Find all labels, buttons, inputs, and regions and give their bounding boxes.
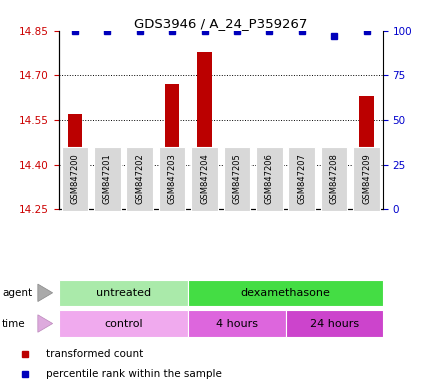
Bar (100, 170, 115, 209)
FancyBboxPatch shape (59, 280, 188, 306)
FancyBboxPatch shape (256, 147, 282, 210)
Text: 4 hours: 4 hours (215, 318, 257, 329)
Title: GDS3946 / A_24_P359267: GDS3946 / A_24_P359267 (134, 17, 307, 30)
Text: dexamethasone: dexamethasone (240, 288, 330, 298)
FancyBboxPatch shape (62, 147, 88, 210)
FancyBboxPatch shape (158, 147, 185, 210)
Text: GSM847203: GSM847203 (167, 153, 176, 204)
Text: transformed count: transformed count (46, 349, 143, 359)
FancyBboxPatch shape (191, 147, 217, 210)
Bar (197, 51, 211, 209)
Text: agent: agent (2, 288, 32, 298)
FancyBboxPatch shape (223, 147, 250, 210)
Bar (326, 177, 341, 209)
Text: GSM847205: GSM847205 (232, 153, 241, 204)
Text: percentile rank within the sample: percentile rank within the sample (46, 369, 222, 379)
FancyBboxPatch shape (59, 310, 188, 337)
FancyBboxPatch shape (188, 280, 382, 306)
Text: GSM847209: GSM847209 (361, 153, 370, 204)
Text: GSM847202: GSM847202 (135, 153, 144, 204)
Text: GSM847206: GSM847206 (264, 153, 273, 204)
FancyBboxPatch shape (320, 147, 347, 210)
Bar (229, 156, 244, 209)
Text: untreated: untreated (96, 288, 151, 298)
Text: 24 hours: 24 hours (309, 318, 358, 329)
FancyBboxPatch shape (288, 147, 314, 210)
Bar (261, 147, 276, 209)
FancyBboxPatch shape (126, 147, 153, 210)
Text: GSM847208: GSM847208 (329, 153, 338, 204)
Text: GSM847204: GSM847204 (200, 153, 209, 204)
FancyBboxPatch shape (188, 310, 285, 337)
Text: GSM847200: GSM847200 (70, 153, 79, 204)
Text: GSM847207: GSM847207 (296, 153, 306, 204)
Text: control: control (104, 318, 142, 329)
Text: time: time (2, 318, 26, 329)
Bar (358, 96, 373, 209)
Polygon shape (38, 284, 53, 301)
FancyBboxPatch shape (285, 310, 382, 337)
FancyBboxPatch shape (94, 147, 120, 210)
Bar (132, 147, 147, 209)
Text: GSM847201: GSM847201 (102, 153, 112, 204)
Bar (294, 147, 309, 209)
Bar (164, 84, 179, 209)
Bar (67, 114, 82, 209)
Polygon shape (38, 315, 53, 332)
FancyBboxPatch shape (352, 147, 379, 210)
